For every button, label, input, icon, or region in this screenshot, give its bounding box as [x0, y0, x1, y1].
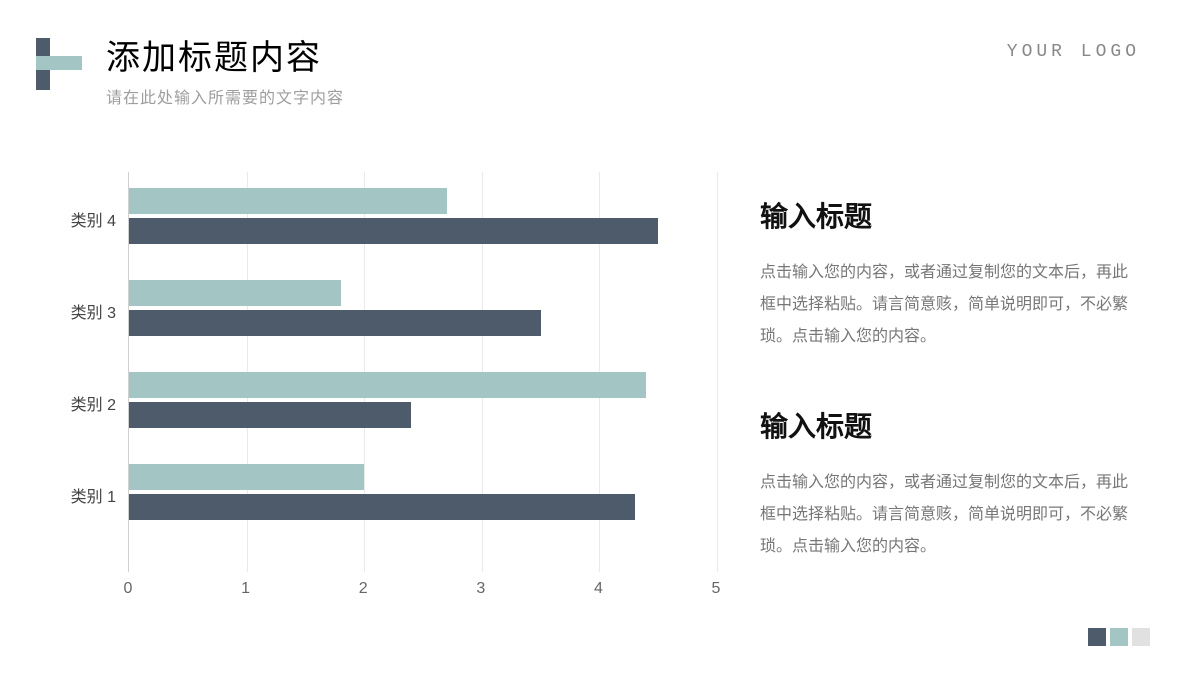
text-block: 输入标题点击输入您的内容，或者通过复制您的文本后，再此框中选择粘贴。请言简意赅，…	[760, 405, 1140, 563]
slide: 添加标题内容 请在此处输入所需要的文字内容 YOUR LOGO 0 1 2 3 4 5 类别…	[0, 0, 1200, 680]
x-tick: 2	[359, 580, 368, 598]
bar	[129, 464, 364, 490]
block-body: 点击输入您的内容，或者通过复制您的文本后，再此框中选择粘贴。请言简意赅，简单说明…	[760, 467, 1140, 563]
x-tick: 0	[124, 580, 133, 598]
bar	[129, 494, 635, 520]
y-label: 类别 3	[56, 299, 116, 323]
x-tick: 3	[476, 580, 485, 598]
chart-plot	[128, 172, 716, 572]
block-title: 输入标题	[760, 405, 1140, 445]
x-tick: 1	[241, 580, 250, 598]
swatch	[1110, 628, 1128, 646]
bar	[129, 280, 341, 306]
y-label: 类别 4	[56, 207, 116, 231]
x-tick: 5	[712, 580, 721, 598]
text-block: 输入标题点击输入您的内容，或者通过复制您的文本后，再此框中选择粘贴。请言简意赅，…	[760, 195, 1140, 353]
block-body: 点击输入您的内容，或者通过复制您的文本后，再此框中选择粘贴。请言简意赅，简单说明…	[760, 257, 1140, 353]
page-subtitle: 请在此处输入所需要的文字内容	[106, 84, 344, 108]
bar	[129, 310, 541, 336]
bar	[129, 218, 658, 244]
x-tick: 4	[594, 580, 603, 598]
bar-chart: 012345类别 4类别 3类别 2类别 1	[56, 172, 716, 602]
brand-text: YOUR LOGO	[1007, 42, 1140, 62]
swatch	[1088, 628, 1106, 646]
y-label: 类别 1	[56, 483, 116, 507]
grid-line	[717, 172, 718, 572]
bar	[129, 402, 411, 428]
color-swatches	[1088, 628, 1150, 646]
bar	[129, 372, 646, 398]
swatch	[1132, 628, 1150, 646]
logo-mark-icon	[30, 38, 82, 90]
y-label: 类别 2	[56, 391, 116, 415]
block-title: 输入标题	[760, 195, 1140, 235]
text-column: 输入标题点击输入您的内容，或者通过复制您的文本后，再此框中选择粘贴。请言简意赅，…	[760, 195, 1140, 615]
page-title: 添加标题内容	[106, 30, 322, 79]
bar	[129, 188, 447, 214]
logo-h	[36, 56, 82, 70]
